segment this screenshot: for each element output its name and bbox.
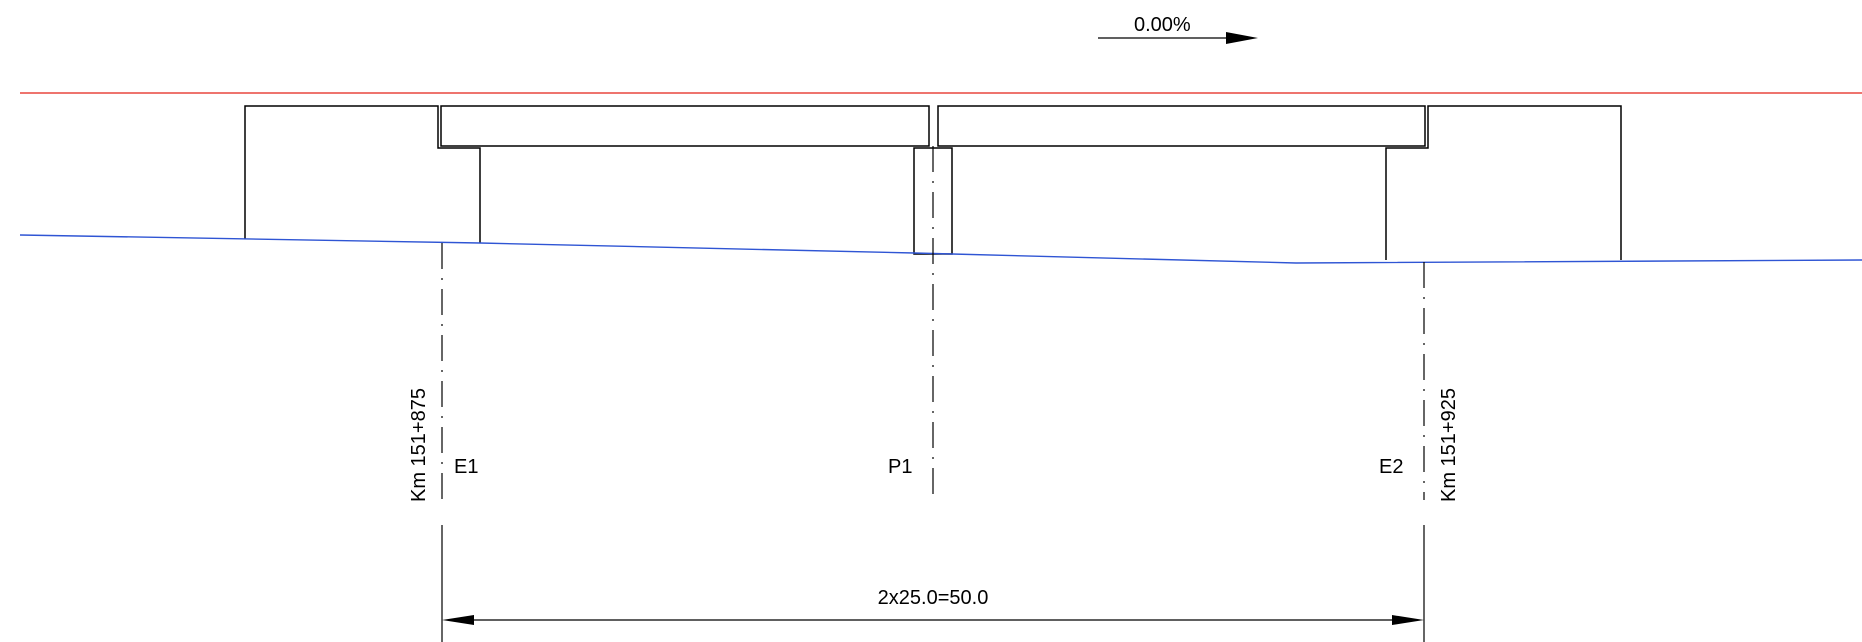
ground-line — [19, 234, 1862, 264]
slope-arrow-icon — [1226, 32, 1258, 44]
slope-label: 0.00% — [1134, 14, 1191, 36]
abutment-e2-outline — [1385, 105, 1622, 260]
support-label-e1: E1 — [454, 456, 478, 478]
slope-indicator: 0.00% — [1098, 14, 1258, 44]
dimension-arrow-right-icon — [1392, 615, 1424, 625]
span-dimension: 2x25.0=50.0 — [441, 525, 1425, 642]
support-label-p1: P1 — [888, 456, 912, 478]
support-label-e2: E2 — [1379, 456, 1403, 478]
deck-span-2 — [937, 105, 1426, 147]
abutment-e1-outline — [244, 105, 481, 243]
station-label-e2: Km 151+925 — [1438, 388, 1460, 502]
deck-span-1 — [440, 105, 930, 147]
station-label-e1: Km 151+875 — [408, 388, 430, 502]
dimension-arrow-left-icon — [442, 615, 474, 625]
span-dimension-label: 2x25.0=50.0 — [878, 587, 989, 609]
